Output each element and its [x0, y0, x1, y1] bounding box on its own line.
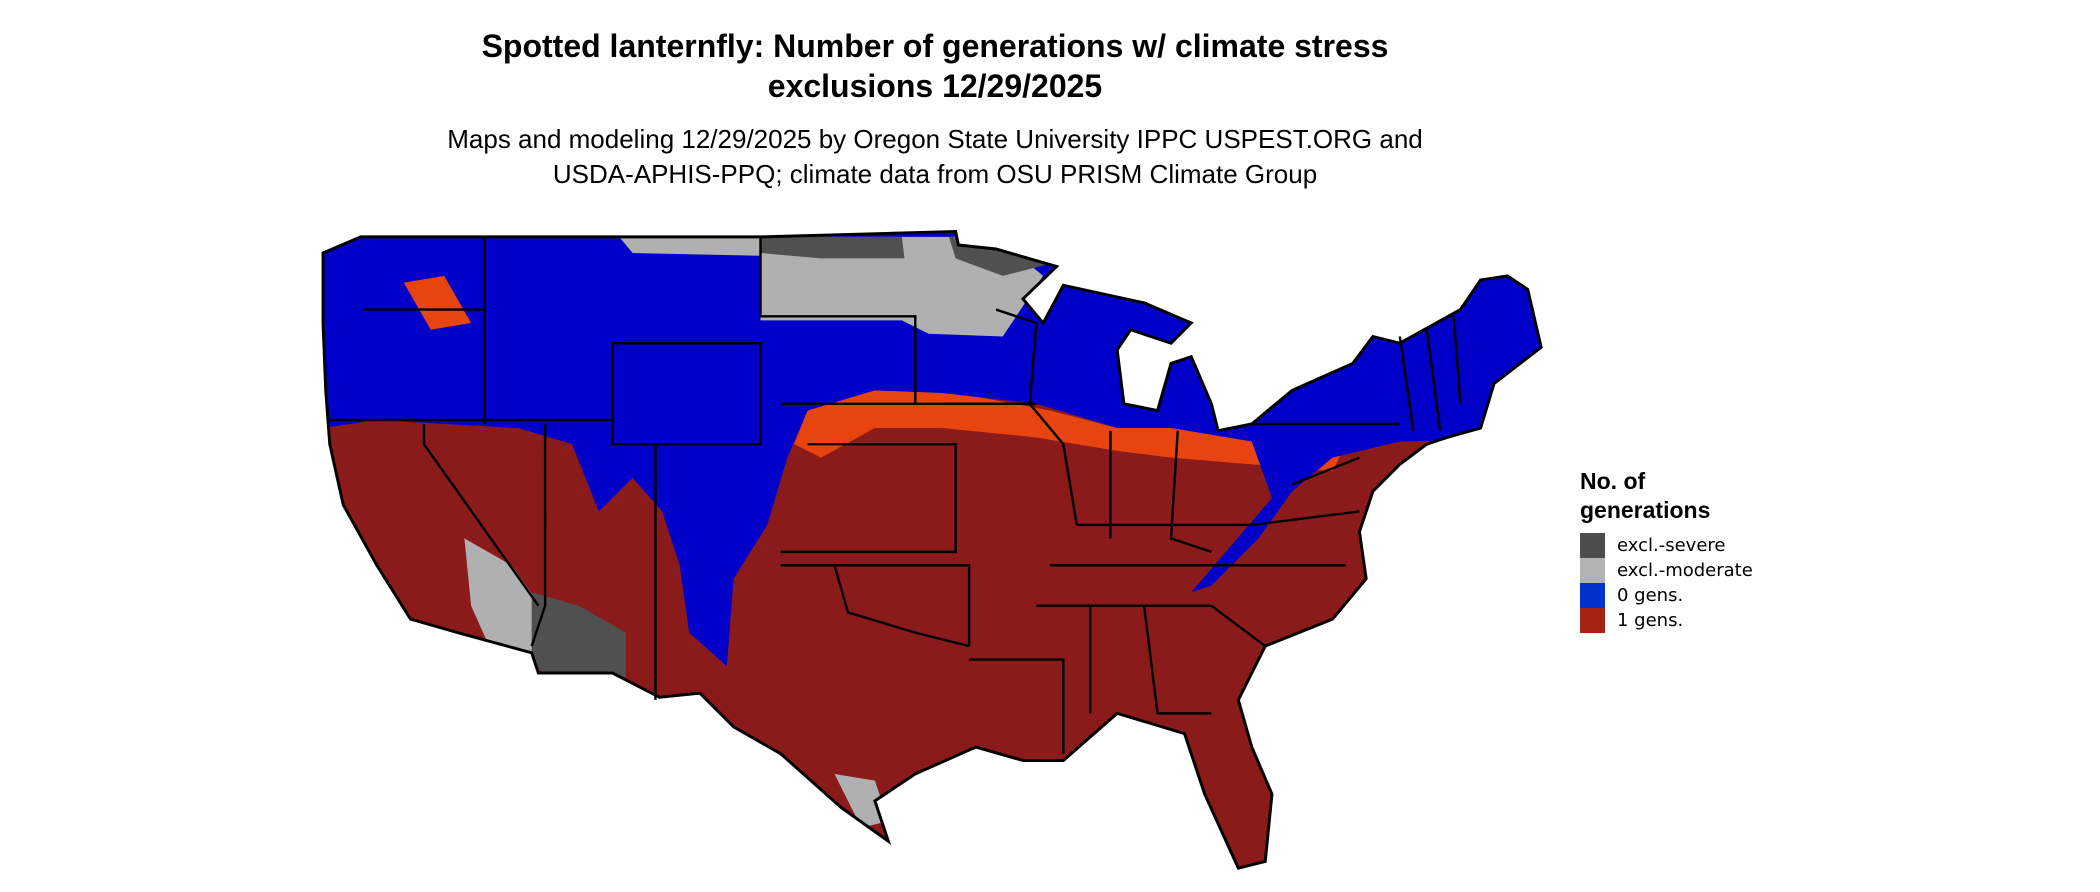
state-border	[995, 308, 1038, 404]
legend-title: No. of generations	[1580, 467, 1753, 525]
title-line-1: Spotted lanternfly: Number of generation…	[481, 28, 1389, 64]
region-excl-severe-north	[760, 236, 905, 259]
region-excl-moderate-southwest	[464, 538, 546, 667]
state-border	[1210, 604, 1266, 648]
legend-swatch	[1580, 533, 1605, 558]
state-border	[759, 236, 917, 404]
legend-item-excl-moderate: excl.-moderate	[1580, 558, 1753, 583]
state-border	[833, 564, 970, 648]
legend-swatch	[1580, 583, 1605, 608]
region-excl-moderate-texas	[834, 773, 889, 828]
legend-label: 0 gens.	[1617, 585, 1684, 606]
state-border	[780, 442, 957, 554]
map-title: Spotted lanternfly: Number of generation…	[0, 26, 1870, 106]
legend-item-0-gens: 0 gens.	[1580, 583, 1753, 608]
legend-label: 1 gens.	[1617, 610, 1684, 631]
state-border	[422, 423, 540, 607]
title-line-2: exclusions 12/29/2025	[767, 68, 1103, 104]
state-border	[1291, 456, 1360, 486]
legend-swatch	[1580, 608, 1605, 633]
legend: No. of generations excl.-severe excl.-mo…	[1580, 467, 1753, 633]
state-border	[1425, 329, 1442, 431]
map-subtitle: Maps and modeling 12/29/2025 by Oregon S…	[0, 122, 1870, 192]
state-border	[780, 564, 971, 647]
state-border	[1169, 430, 1212, 554]
legend-label: excl.-severe	[1617, 535, 1726, 556]
legend-label: excl.-moderate	[1617, 560, 1753, 581]
state-border	[611, 342, 762, 446]
state-border	[530, 423, 547, 647]
legend-title-line-1: No. of	[1580, 468, 1646, 494]
state-border	[969, 658, 1065, 754]
state-border	[1142, 605, 1212, 715]
state-border	[1398, 336, 1415, 431]
region-excl-severe-southwest	[531, 592, 626, 690]
legend-title-line-2: generations	[1580, 497, 1711, 523]
state-border	[1076, 510, 1360, 527]
us-outline	[321, 229, 1543, 870]
state-border	[1452, 316, 1462, 404]
legend-swatch	[1580, 558, 1605, 583]
state-borders	[329, 236, 1462, 754]
legend-item-1-gens: 1 gens.	[1580, 608, 1753, 633]
region-excl-moderate-north	[619, 236, 1044, 337]
region-transition-west	[403, 275, 472, 330]
subtitle-line-1: Maps and modeling 12/29/2025 by Oregon S…	[447, 124, 1423, 154]
state-border	[942, 402, 1078, 526]
subtitle-line-2: USDA-APHIS-PPQ; climate data from OSU PR…	[552, 159, 1318, 189]
legend-item-excl-severe: excl.-severe	[1580, 533, 1753, 558]
